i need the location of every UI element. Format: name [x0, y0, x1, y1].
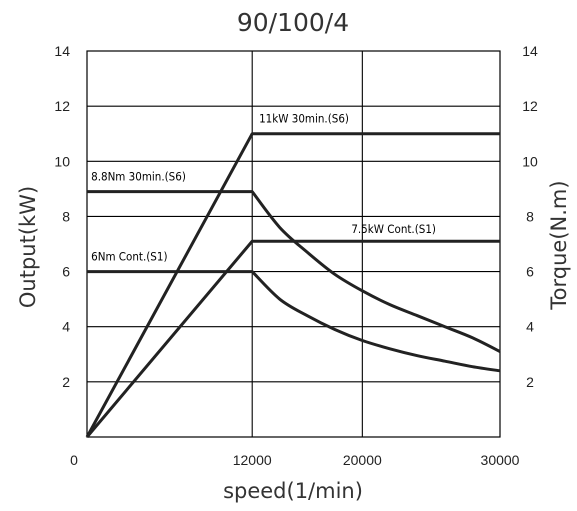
x-tick-label: 12000	[233, 452, 272, 468]
x-tick-label: 0	[70, 452, 78, 468]
y-tick-labels: 2 4 6 8 10 12 14	[54, 43, 70, 390]
y-tick-label: 6	[62, 264, 70, 280]
x-tick-label: 20000	[343, 452, 382, 468]
x-tick-labels: 0 12000 20000 30000	[70, 452, 520, 468]
y2-tick-label: 2	[526, 374, 534, 390]
x-axis-title: speed(1/min)	[223, 479, 363, 503]
series-layer	[85, 132, 501, 438]
chart-title: 90/100/4	[237, 8, 349, 37]
y2-tick-label: 12	[522, 98, 538, 114]
series-line	[87, 270, 501, 373]
y2-tick-label: 4	[526, 319, 534, 335]
annotation-layer: 11kW 30min.(S6) 8.8Nm 30min.(S6) 7.5kW Con…	[91, 112, 436, 264]
y-tick-label: 14	[54, 43, 70, 59]
series-annotation: 8.8Nm 30min.(S6)	[91, 170, 186, 184]
plot-frame	[86, 50, 501, 438]
series-annotation: 11kW 30min.(S6)	[259, 112, 349, 126]
y-tick-label: 10	[54, 153, 70, 169]
y2-tick-label: 14	[522, 43, 538, 59]
y2-tick-labels: 2 4 6 8 10 12 14	[522, 43, 538, 390]
y-tick-label: 8	[62, 208, 70, 224]
series-annotation: 7.5kW Cont.(S1)	[351, 222, 436, 236]
y2-tick-label: 8	[526, 208, 534, 224]
series-line	[85, 132, 500, 438]
x-tick-label: 30000	[481, 452, 520, 468]
y2-tick-label: 6	[526, 264, 534, 280]
y-tick-label: 2	[62, 374, 70, 390]
series-line	[87, 190, 501, 353]
y2-tick-label: 10	[522, 153, 538, 169]
grid	[87, 51, 500, 437]
y-tick-label: 4	[62, 319, 70, 335]
y-tick-label: 12	[54, 98, 70, 114]
y-axis-title: Output(kW)	[16, 186, 40, 308]
series-line	[85, 239, 500, 438]
y2-axis-title: Torque(N.m)	[547, 180, 571, 310]
series-annotation: 6Nm Cont.(S1)	[91, 250, 167, 264]
